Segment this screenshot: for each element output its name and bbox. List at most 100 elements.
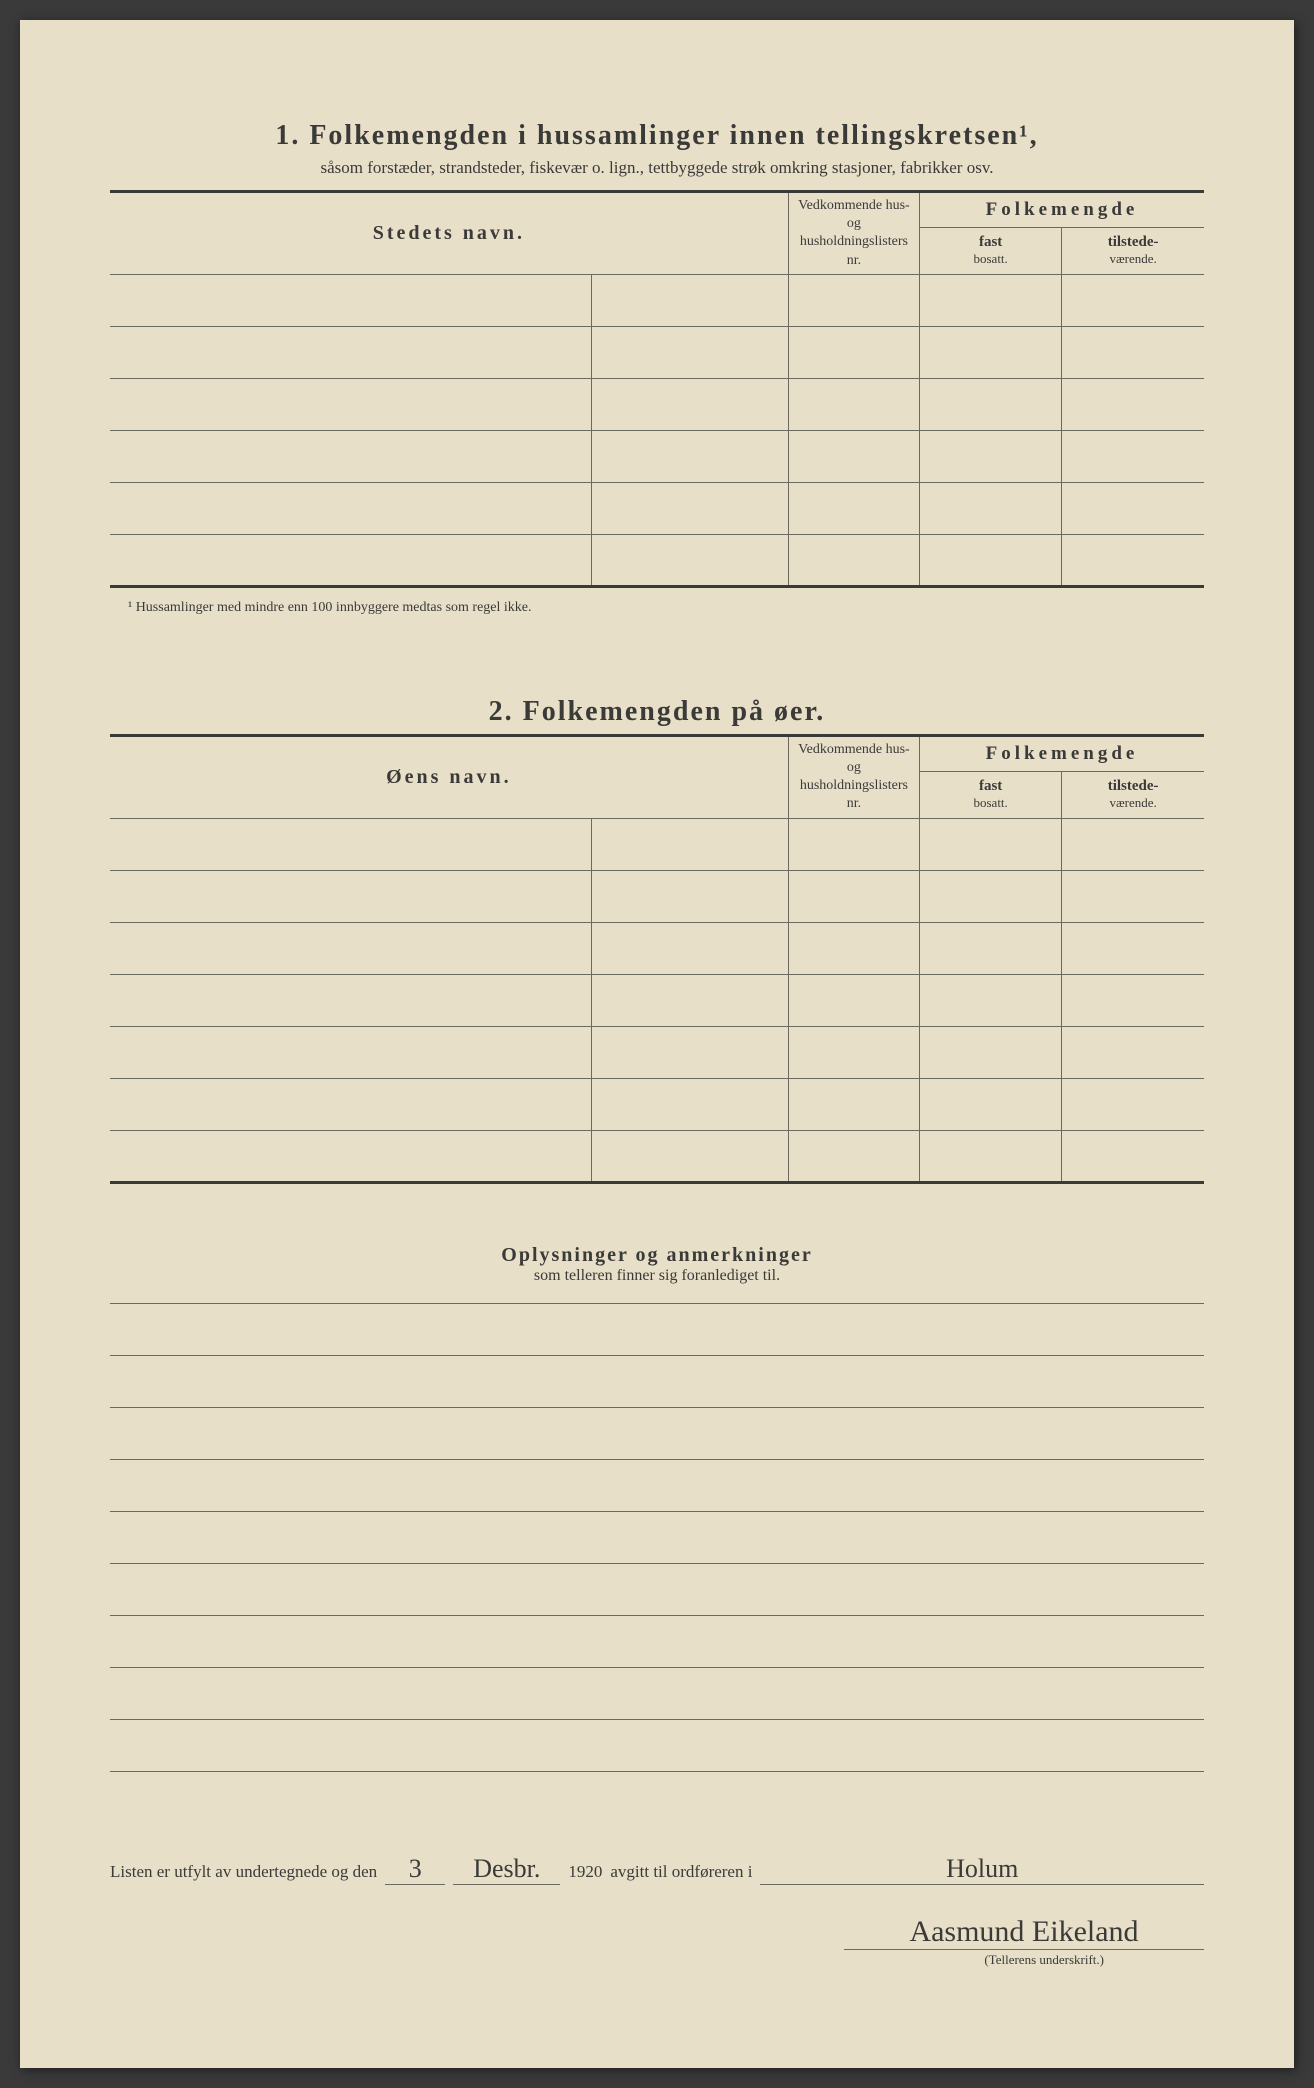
document-page: 1. Folkemengden i hussamlinger innen tel… — [20, 20, 1294, 2068]
table-cell — [591, 870, 788, 922]
section1-subtitle: såsom forstæder, strandsteder, fiskevær … — [110, 158, 1204, 178]
table-cell — [920, 1026, 1062, 1078]
table-cell — [110, 974, 591, 1026]
sig-mid: avgitt til ordføreren i — [610, 1862, 752, 1882]
table-cell — [788, 326, 919, 378]
sig-year: 1920 — [568, 1862, 602, 1882]
remarks-line — [110, 1356, 1204, 1408]
col-til-sub: værende. — [1068, 251, 1198, 267]
table-row — [110, 870, 1204, 922]
table-cell — [110, 274, 591, 326]
table-row — [110, 378, 1204, 430]
table-cell — [788, 534, 919, 586]
sig-name: Aasmund Eikeland — [844, 1915, 1204, 1950]
sig-day: 3 — [385, 1854, 445, 1885]
col-header-name: Stedets navn. — [110, 192, 788, 275]
table-cell — [788, 818, 919, 870]
table-row — [110, 482, 1204, 534]
table-cell — [591, 274, 788, 326]
table-row — [110, 922, 1204, 974]
col2-header-fast: fast bosatt. — [920, 771, 1062, 818]
table-cell — [110, 378, 591, 430]
section2-body — [110, 818, 1204, 1182]
section1-number: 1. — [275, 120, 300, 151]
remarks-line — [110, 1564, 1204, 1616]
table-cell — [110, 430, 591, 482]
table-cell — [110, 922, 591, 974]
table-cell — [1062, 1026, 1204, 1078]
table-cell — [920, 430, 1062, 482]
remarks-line — [110, 1408, 1204, 1460]
table-cell — [788, 1026, 919, 1078]
table-cell — [110, 534, 591, 586]
table-cell — [110, 482, 591, 534]
table-cell — [788, 430, 919, 482]
table-cell — [591, 534, 788, 586]
table-cell — [788, 274, 919, 326]
section2-table: Øens navn. Vedkommende hus- og husholdni… — [110, 734, 1204, 1184]
table-cell — [920, 974, 1062, 1026]
table-cell — [591, 378, 788, 430]
table-cell — [110, 818, 591, 870]
signature-name-row: Aasmund Eikeland — [110, 1915, 1204, 1950]
col-header-til: tilstede- værende. — [1062, 227, 1204, 274]
table-cell — [1062, 818, 1204, 870]
table-cell — [110, 326, 591, 378]
sig-month: Desbr. — [453, 1854, 560, 1885]
table-cell — [920, 482, 1062, 534]
table-cell — [591, 326, 788, 378]
table-row — [110, 534, 1204, 586]
table-cell — [110, 1130, 591, 1182]
table-cell — [1062, 1130, 1204, 1182]
table-cell — [920, 534, 1062, 586]
col2-til-sub: værende. — [1068, 795, 1198, 811]
remarks-line — [110, 1668, 1204, 1720]
table-cell — [788, 922, 919, 974]
table-row — [110, 1078, 1204, 1130]
signature-line: Listen er utfylt av undertegnede og den … — [110, 1854, 1204, 1885]
section1-title: 1. Folkemengden i hussamlinger innen tel… — [110, 120, 1204, 152]
col2-til-label: tilstede- — [1108, 778, 1159, 794]
col2-header-ref: Vedkommende hus- og husholdningslisters … — [788, 735, 919, 818]
table-cell — [1062, 430, 1204, 482]
sig-caption: (Tellerens underskrift.) — [110, 1952, 1204, 1968]
section1-title-text: Folkemengden i hussamlinger innen tellin… — [309, 120, 1038, 151]
table-cell — [788, 378, 919, 430]
table-cell — [591, 1130, 788, 1182]
remarks-line — [110, 1460, 1204, 1512]
table-row — [110, 326, 1204, 378]
table-cell — [788, 870, 919, 922]
table-cell — [920, 274, 1062, 326]
table-cell — [110, 1026, 591, 1078]
col2-header-til: tilstede- værende. — [1062, 771, 1204, 818]
table-cell — [1062, 378, 1204, 430]
table-cell — [591, 482, 788, 534]
section2-number: 2. — [489, 696, 514, 727]
table-cell — [591, 974, 788, 1026]
remarks-line — [110, 1512, 1204, 1564]
table-cell — [110, 1078, 591, 1130]
table-cell — [1062, 326, 1204, 378]
col2-fast-sub: bosatt. — [926, 795, 1055, 811]
col2-fast-label: fast — [979, 778, 1002, 794]
table-cell — [920, 378, 1062, 430]
remarks-subtitle: som telleren finner sig foranlediget til… — [110, 1267, 1204, 1285]
table-cell — [920, 1078, 1062, 1130]
table-row — [110, 1026, 1204, 1078]
col-header-fast: fast bosatt. — [920, 227, 1062, 274]
table-cell — [788, 482, 919, 534]
remarks-line — [110, 1720, 1204, 1772]
section2-title: 2. Folkemengden på øer. — [110, 696, 1204, 728]
remarks-line — [110, 1616, 1204, 1668]
table-row — [110, 1130, 1204, 1182]
table-cell — [1062, 922, 1204, 974]
col2-header-name: Øens navn. — [110, 735, 788, 818]
col-header-folk: Folkemengde — [920, 192, 1204, 228]
table-cell — [920, 870, 1062, 922]
col2-header-folk: Folkemengde — [920, 735, 1204, 771]
remarks-line — [110, 1304, 1204, 1356]
table-cell — [591, 1026, 788, 1078]
table-row — [110, 974, 1204, 1026]
table-cell — [788, 1078, 919, 1130]
table-cell — [1062, 1078, 1204, 1130]
